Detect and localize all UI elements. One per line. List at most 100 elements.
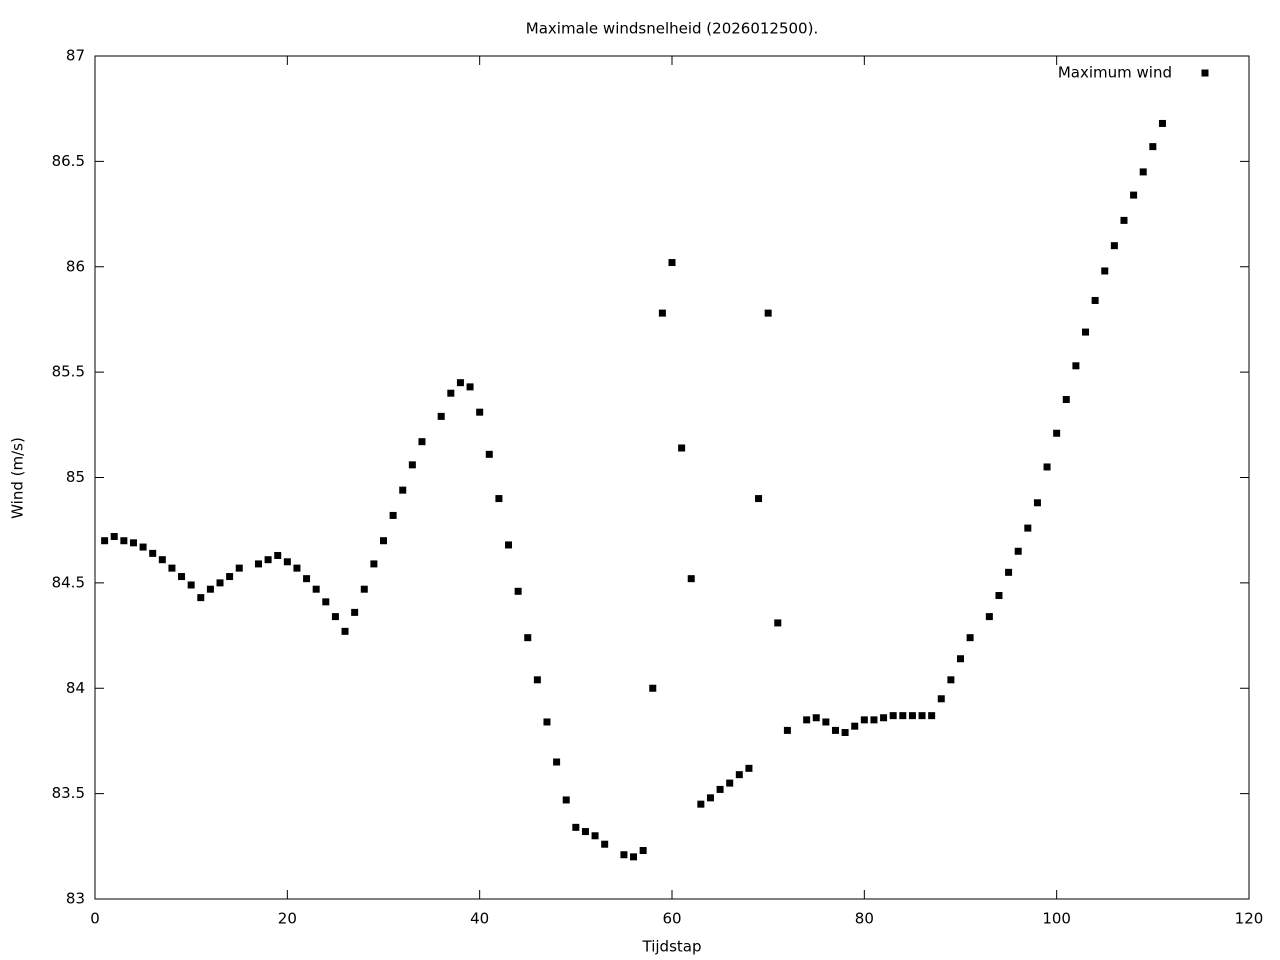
point	[601, 840, 609, 848]
legend-marker	[1201, 69, 1209, 77]
point	[158, 556, 166, 564]
x-tick-label: 40	[470, 910, 489, 928]
point	[254, 560, 262, 568]
point	[437, 412, 445, 420]
point	[543, 718, 551, 726]
point	[1130, 191, 1138, 199]
point	[908, 712, 916, 720]
point	[178, 573, 186, 581]
x-tick-label: 0	[90, 910, 100, 928]
point	[418, 438, 426, 446]
point	[783, 726, 791, 734]
point	[466, 383, 474, 391]
point	[1033, 499, 1041, 507]
point	[851, 722, 859, 730]
point	[630, 853, 638, 861]
point	[1101, 267, 1109, 275]
point	[456, 379, 464, 387]
point	[658, 309, 666, 317]
x-tick-label: 120	[1235, 910, 1264, 928]
point	[1014, 547, 1022, 555]
point	[485, 450, 493, 458]
point	[822, 718, 830, 726]
point	[476, 408, 484, 416]
point	[303, 575, 311, 583]
point	[562, 796, 570, 804]
y-axis-label: Wind (m/s)	[9, 437, 27, 519]
point	[514, 587, 522, 595]
y-tick-label: 85.5	[52, 363, 85, 381]
point	[495, 495, 503, 503]
point	[1120, 216, 1128, 224]
point	[197, 594, 205, 602]
y-tick-label: 86.5	[52, 152, 85, 170]
point	[235, 564, 243, 572]
point	[139, 543, 147, 551]
point	[985, 613, 993, 621]
point	[283, 558, 291, 566]
point	[110, 533, 118, 541]
point	[168, 564, 176, 572]
point	[264, 556, 272, 564]
point	[880, 714, 888, 722]
point	[957, 655, 964, 663]
point	[216, 579, 224, 587]
x-tick-label: 60	[662, 910, 681, 928]
point	[995, 592, 1003, 600]
point	[360, 585, 368, 593]
point	[312, 585, 320, 593]
point	[860, 716, 868, 724]
point	[149, 549, 157, 557]
point	[831, 726, 839, 734]
point	[812, 714, 820, 722]
x-tick-label: 80	[855, 910, 874, 928]
point	[591, 832, 599, 840]
point	[726, 779, 734, 787]
point	[351, 608, 359, 616]
point	[274, 551, 282, 559]
point	[553, 758, 561, 766]
point	[1082, 328, 1090, 336]
point	[755, 495, 763, 503]
x-tick-label: 100	[1042, 910, 1071, 928]
point	[1110, 242, 1118, 250]
point	[937, 695, 945, 703]
x-tick-label: 20	[278, 910, 297, 928]
point	[129, 539, 137, 547]
point	[678, 444, 686, 452]
point	[899, 712, 907, 720]
point	[1158, 119, 1166, 127]
point	[408, 461, 416, 469]
y-tick-label: 84.5	[52, 573, 85, 591]
point	[370, 560, 378, 568]
point	[206, 585, 214, 593]
point	[889, 712, 897, 720]
point	[1005, 568, 1013, 576]
point	[1053, 429, 1061, 437]
y-tick-label: 85	[66, 468, 85, 486]
y-tick-label: 87	[66, 47, 85, 65]
y-tick-label: 84	[66, 679, 85, 697]
point	[668, 259, 676, 267]
point	[706, 794, 714, 802]
point	[399, 486, 407, 494]
point	[803, 716, 811, 724]
point	[533, 676, 541, 684]
point	[1072, 362, 1080, 370]
point	[389, 511, 397, 519]
point	[687, 575, 695, 583]
point	[120, 537, 128, 545]
point	[745, 764, 753, 772]
point	[581, 828, 589, 836]
point	[572, 823, 580, 831]
point	[1024, 524, 1032, 532]
point	[101, 537, 109, 545]
point	[918, 712, 926, 720]
point	[505, 541, 513, 549]
x-axis-label: Tijdstap	[642, 938, 702, 956]
chart-title: Maximale windsnelheid (2026012500).	[526, 20, 818, 38]
y-tick-label: 86	[66, 257, 85, 275]
point	[716, 785, 724, 793]
point	[331, 613, 339, 621]
